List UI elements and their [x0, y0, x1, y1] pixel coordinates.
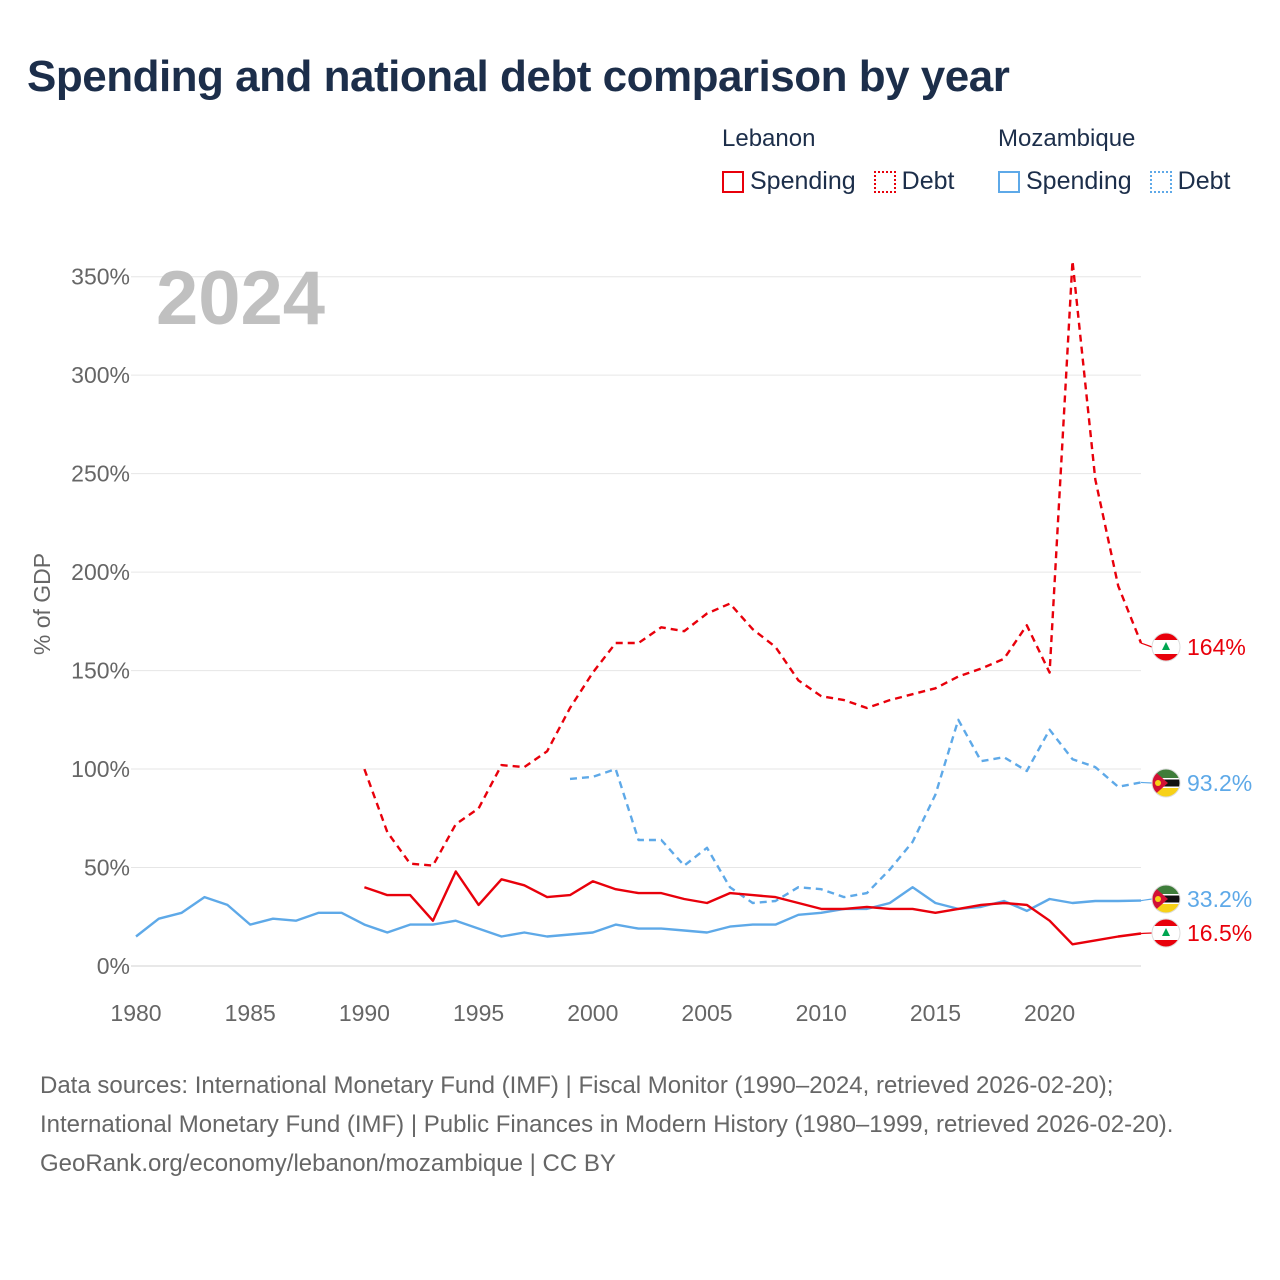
legend-country-mozambique: Mozambique: [998, 125, 1136, 152]
mozambique-flag-icon: [1151, 768, 1181, 798]
end-markers: 164% 93.2% 33.2% 16.5%: [1140, 632, 1252, 948]
x-tick-label: 2000: [567, 1000, 618, 1026]
data-sources: Data sources: International Monetary Fun…: [40, 1072, 1174, 1138]
legend-swatch-solid: [722, 170, 744, 193]
year-watermark: 2024: [156, 256, 325, 341]
series-line-lebanon-debt[interactable]: [363, 259, 1143, 867]
y-tick-label: 0%: [97, 953, 130, 979]
footer: Data sources: International Monetary Fun…: [40, 1066, 1240, 1183]
end-connector: [1140, 932, 1153, 935]
legend-swatch-dashed: [1149, 170, 1172, 193]
y-tick-label: 250%: [71, 461, 130, 487]
x-tick-label: 1995: [453, 1000, 504, 1026]
legend-mozambique-spending[interactable]: Spending: [998, 167, 1132, 196]
legend-swatch-solid: [998, 170, 1020, 193]
end-connector: [1140, 898, 1153, 902]
end-value-label: 164%: [1187, 634, 1246, 660]
x-axis-ticks: 1980 1985 1990 1995 2000 2005 2010 2015 2020: [110, 1000, 1075, 1026]
mozambique-flag-icon: [1151, 884, 1181, 914]
y-tick-label: 150%: [71, 658, 130, 684]
x-tick-label: 2015: [910, 1000, 961, 1026]
legend-country-lebanon: Lebanon: [722, 125, 816, 152]
gridlines: [131, 276, 1141, 967]
y-tick-label: 100%: [71, 756, 130, 782]
lebanon-flag-icon: [1151, 918, 1181, 948]
chart-title: Spending and national debt comparison by…: [27, 52, 1010, 101]
x-tick-label: 2005: [681, 1000, 732, 1026]
end-value-label: 93.2%: [1187, 770, 1252, 796]
series-line-lebanon-spending[interactable]: [364, 870, 1142, 946]
series-line-mozambique-debt[interactable]: [569, 718, 1142, 905]
x-tick-label: 1980: [110, 1000, 161, 1026]
legend-mozambique-debt[interactable]: Debt: [1149, 167, 1230, 196]
legend-group-mozambique: Mozambique Spending Debt: [998, 125, 1248, 196]
y-tick-label: 350%: [71, 264, 130, 290]
legend-lebanon-debt[interactable]: Debt: [873, 167, 954, 196]
end-value-label: 33.2%: [1187, 886, 1252, 912]
legend-swatch-dashed: [873, 170, 896, 193]
end-connector: [1140, 642, 1153, 648]
legend-group-lebanon: Lebanon Spending Debt: [722, 125, 972, 196]
y-axis-label: % of GDP: [29, 553, 55, 655]
y-axis-ticks: 0% 50% 100% 150% 200% 250% 300% 350%: [71, 264, 130, 979]
x-tick-label: 1985: [225, 1000, 276, 1026]
series-lines: [135, 259, 1143, 946]
lebanon-flag-icon: [1151, 632, 1181, 662]
end-value-label: 16.5%: [1187, 920, 1252, 946]
series-line-mozambique-spending[interactable]: [135, 886, 1142, 938]
x-tick-label: 2020: [1024, 1000, 1075, 1026]
x-tick-label: 1990: [339, 1000, 390, 1026]
legend-lebanon-spending[interactable]: Spending: [722, 167, 856, 196]
x-tick-label: 2010: [796, 1000, 847, 1026]
end-connector: [1140, 781, 1153, 784]
credit-link[interactable]: GeoRank.org/economy/lebanon/mozambique |…: [40, 1150, 616, 1177]
y-tick-label: 200%: [71, 559, 130, 585]
y-tick-label: 50%: [84, 855, 130, 881]
y-tick-label: 300%: [71, 362, 130, 388]
